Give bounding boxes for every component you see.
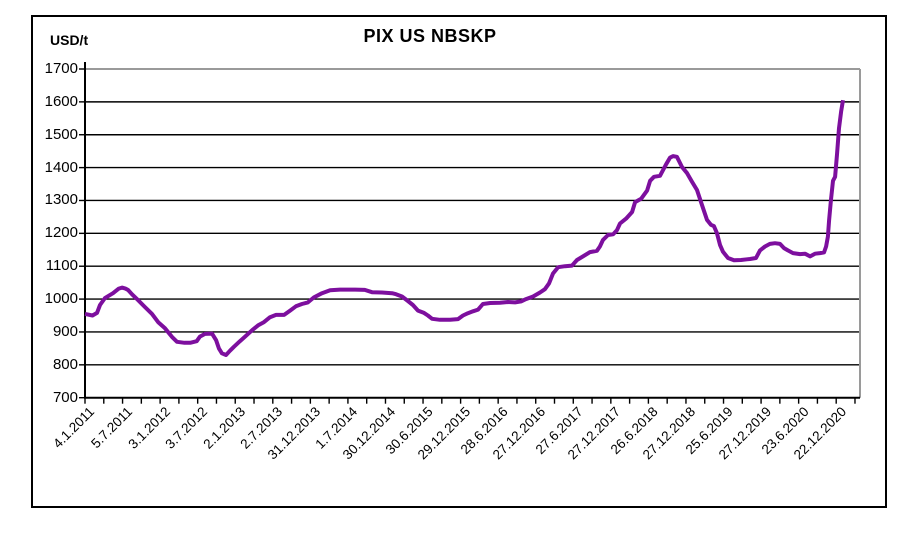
price-line [84,99,845,357]
chart-title: PIX US NBSKP [363,26,497,46]
y-axis-unit-label: USD/t [50,32,89,48]
